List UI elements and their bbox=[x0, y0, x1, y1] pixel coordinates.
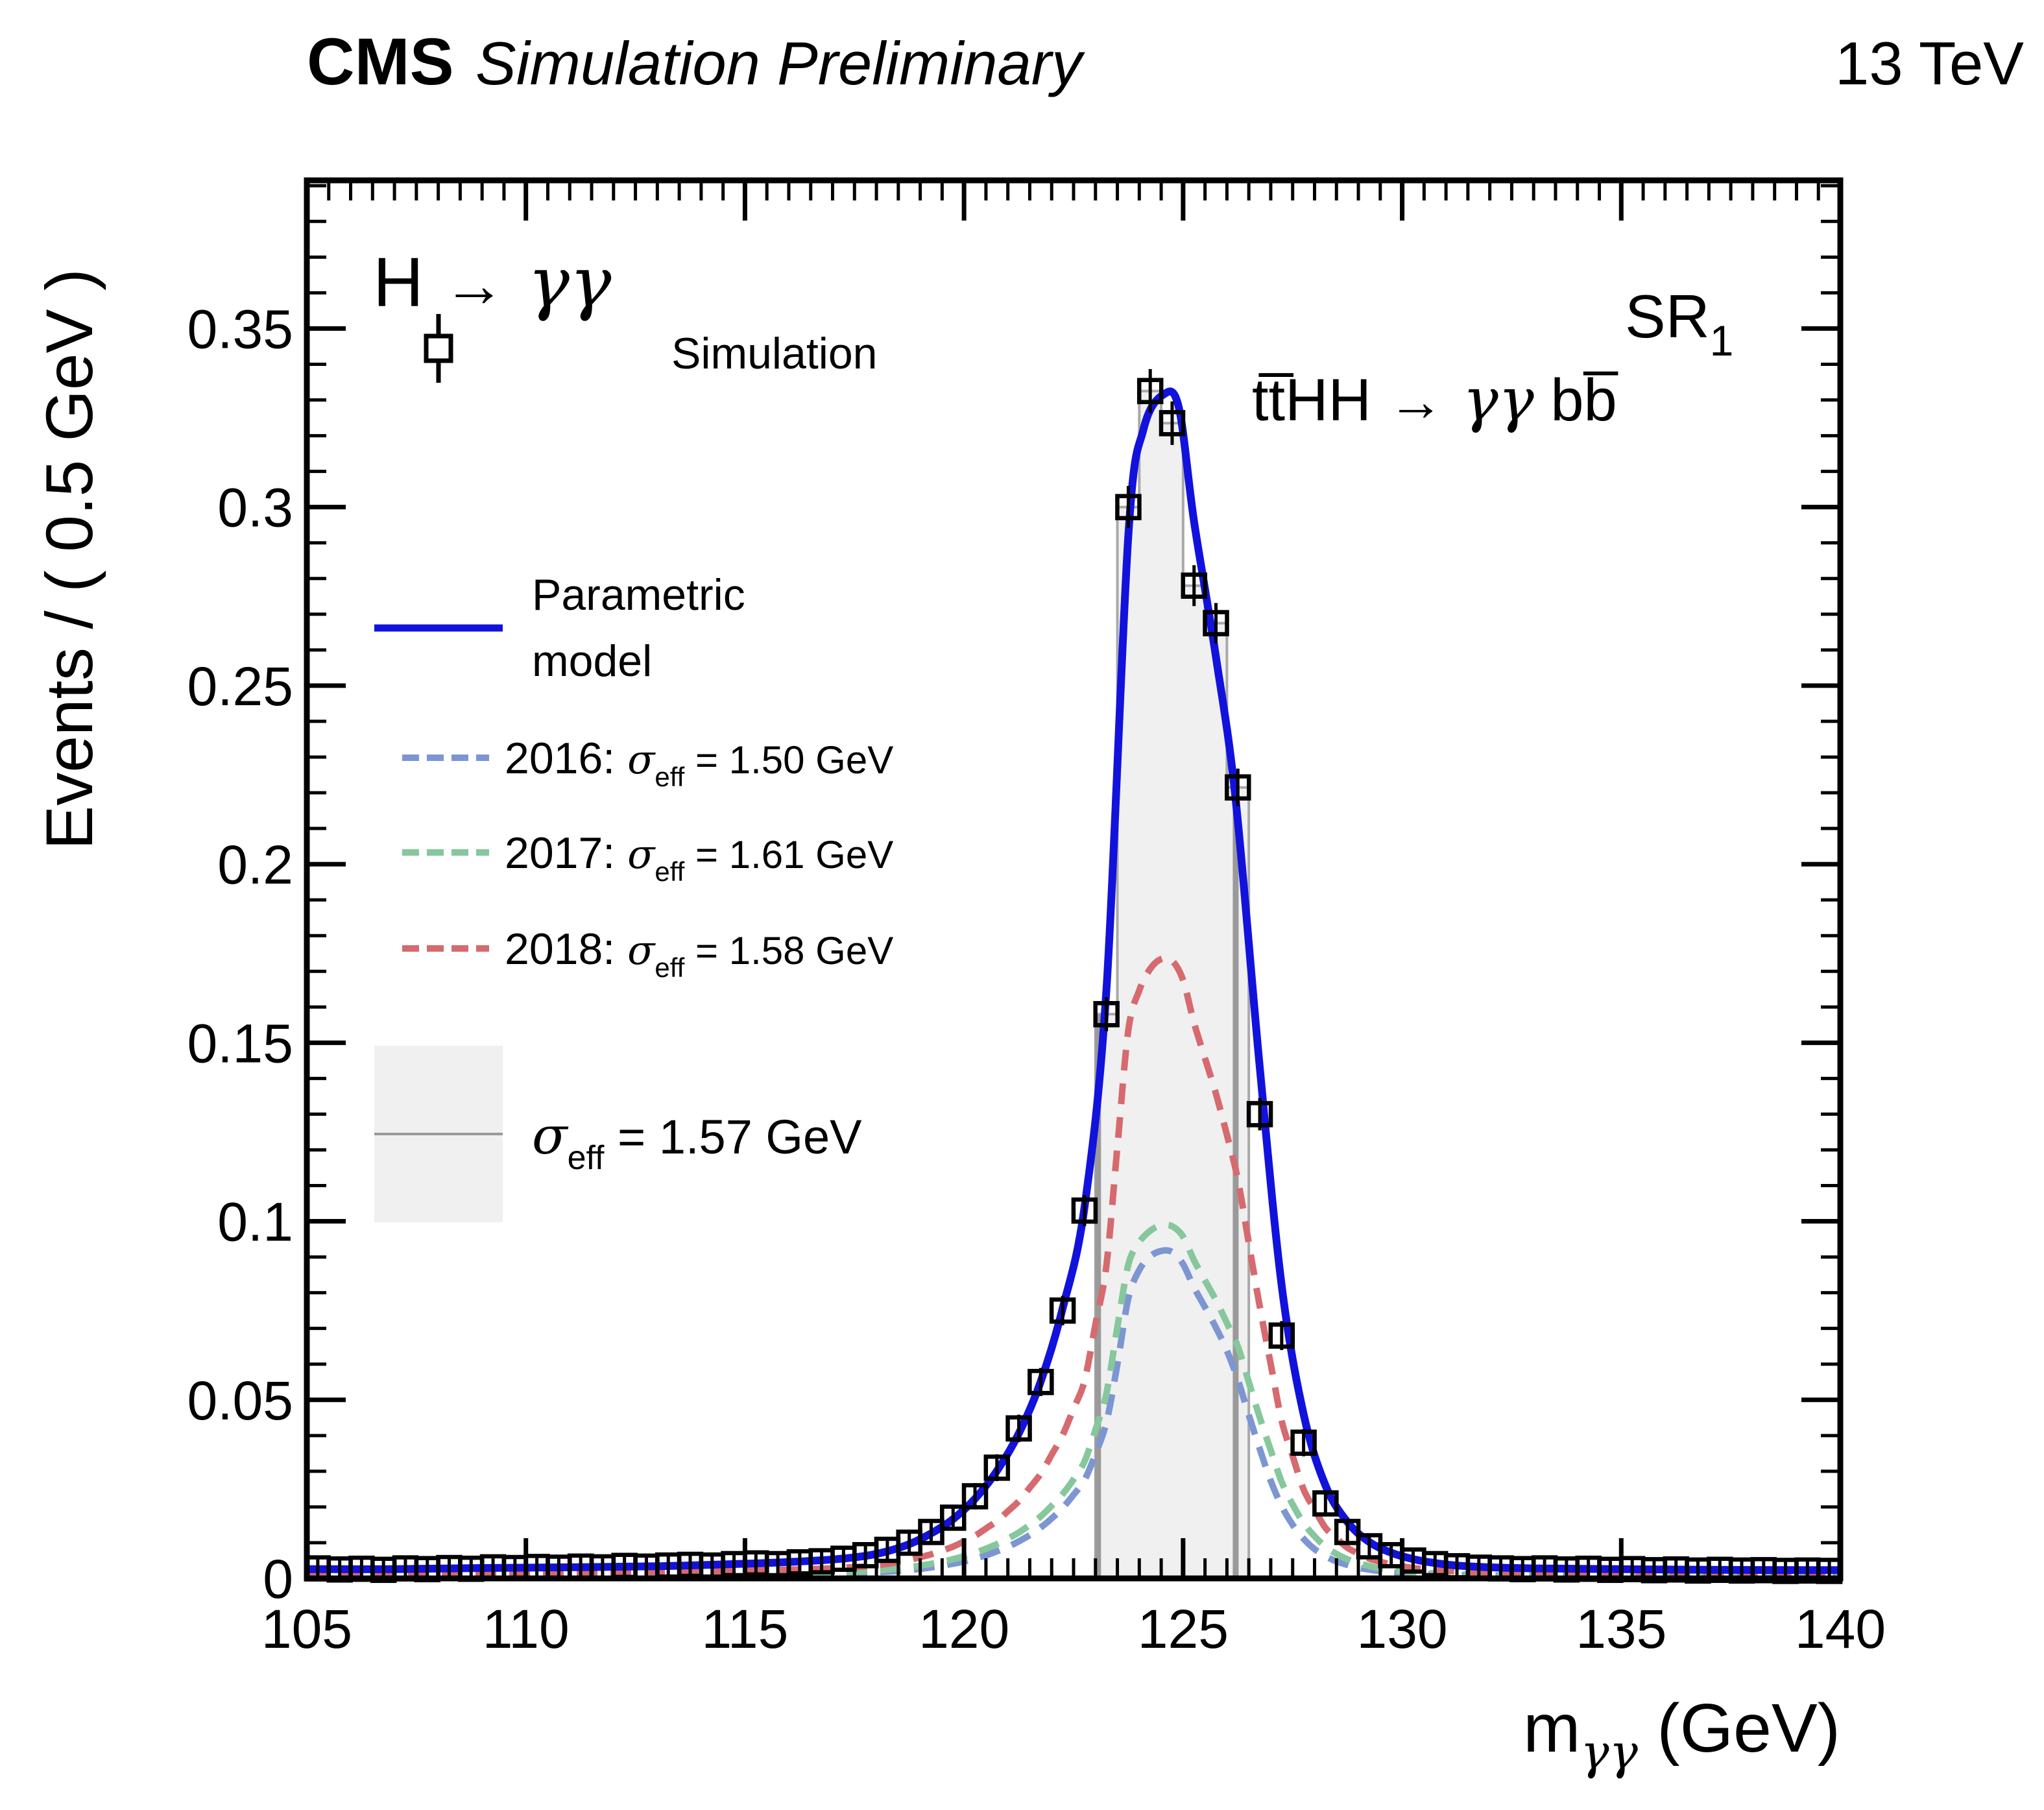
legend-parametric-line2: model bbox=[532, 636, 652, 686]
x-title-m: m bbox=[1523, 1690, 1580, 1767]
process-h: H bbox=[373, 243, 443, 321]
y-tick-labels: 0 0.05 0.1 0.15 0.2 0.25 0.3 0.35 bbox=[187, 298, 294, 1610]
data-point-marker bbox=[1028, 1369, 1054, 1395]
sigma-symbol: σ bbox=[627, 736, 656, 783]
data-point-marker bbox=[918, 1519, 944, 1545]
data-point-marker bbox=[1071, 1197, 1098, 1224]
sigma-subscript: eff bbox=[655, 952, 684, 983]
x-tick-labels: 105 110 115 120 125 130 135 140 bbox=[261, 1599, 1886, 1659]
data-point-marker bbox=[1203, 610, 1229, 636]
x-tick-label: 115 bbox=[701, 1599, 788, 1659]
sigma-value: = 1.58 GeV bbox=[684, 929, 893, 972]
data-point-marker bbox=[1049, 1297, 1076, 1324]
channel-tthh: tt̅HH bbox=[1252, 367, 1388, 433]
legend-simulation: Simulation bbox=[424, 314, 878, 383]
sigma-subscript: eff bbox=[655, 856, 684, 887]
plot-frame bbox=[304, 177, 1844, 1582]
chart-layer: 105 110 115 120 125 130 135 14000.050.10.150.20… bbox=[187, 180, 1886, 1659]
data-point-marker bbox=[1225, 774, 1251, 801]
data-point-marker bbox=[1136, 378, 1164, 405]
process-label: H → γγ bbox=[373, 242, 612, 323]
channel-bb: bb̅ bbox=[1534, 367, 1618, 433]
data-point-marker bbox=[1181, 572, 1207, 599]
legend-band-label: σeff = 1.57 GeV bbox=[532, 1105, 862, 1177]
x-tick-label: 105 bbox=[261, 1599, 352, 1659]
sigma-value: = 1.57 GeV bbox=[604, 1110, 862, 1164]
data-point-marker bbox=[1268, 1322, 1295, 1349]
y-tick-label: 0.1 bbox=[217, 1192, 293, 1253]
data-point-marker bbox=[1246, 1101, 1273, 1128]
sigma-symbol: σ bbox=[627, 926, 656, 974]
year-label: 2017: bbox=[505, 828, 627, 878]
x-title-gammagamma: γγ bbox=[1580, 1724, 1638, 1780]
year-label: 2018: bbox=[505, 924, 627, 974]
x-axis-title: mγγ (GeV) bbox=[1523, 1690, 1840, 1780]
x-tick-label: 110 bbox=[483, 1599, 570, 1659]
x-tick-label: 120 bbox=[919, 1599, 1009, 1659]
channel-label: tt̅HH → γγ bb̅ bbox=[1252, 365, 1618, 435]
sigma-value: = 1.61 GeV bbox=[684, 833, 893, 876]
header-subtitle: Simulation Preliminary bbox=[475, 29, 1085, 97]
x-tick-label: 130 bbox=[1356, 1599, 1447, 1659]
legend-band: σeff = 1.57 GeV bbox=[374, 1046, 862, 1222]
data-point-marker bbox=[1115, 494, 1142, 520]
y-tick-label: 0.3 bbox=[217, 477, 293, 538]
legend-2017-label: 2017: σeff = 1.61 GeV bbox=[505, 828, 893, 887]
x-tick-label: 135 bbox=[1576, 1599, 1666, 1659]
legend-simulation-label: Simulation bbox=[671, 329, 878, 378]
energy-label: 13 TeV bbox=[1835, 29, 2024, 97]
x-tick-label: 125 bbox=[1138, 1599, 1229, 1659]
sigma-value: = 1.50 GeV bbox=[684, 738, 893, 782]
sigma-subscript: eff bbox=[568, 1139, 605, 1177]
experiment-label: CMS bbox=[307, 25, 454, 99]
header: CMS Simulation Preliminary 13 TeV bbox=[307, 25, 2024, 99]
open-square-marker-icon bbox=[424, 333, 453, 363]
x-tick-label: 140 bbox=[1795, 1599, 1886, 1659]
axis-ticks bbox=[304, 180, 1843, 1581]
y-tick-label: 0 bbox=[263, 1549, 293, 1610]
arrow-icon: → bbox=[443, 250, 505, 320]
year-label: 2016: bbox=[505, 734, 627, 783]
y-tick-label: 0.05 bbox=[187, 1370, 294, 1431]
y-tick-label: 0.2 bbox=[217, 834, 293, 895]
legend-2016-label: 2016: σeff = 1.50 GeV bbox=[505, 734, 893, 792]
data-point-marker bbox=[1005, 1415, 1032, 1442]
legend-year-2016: 2016: σeff = 1.50 GeV bbox=[402, 734, 893, 792]
x-title-unit: (GeV) bbox=[1638, 1690, 1840, 1767]
sigma-subscript: eff bbox=[655, 762, 684, 792]
sigma-symbol: σ bbox=[532, 1105, 569, 1166]
legend-2018-label: 2018: σeff = 1.58 GeV bbox=[505, 924, 893, 983]
y-tick-label: 0.35 bbox=[187, 298, 294, 359]
signal-region-label: SR1 bbox=[1625, 282, 1733, 365]
data-point-marker bbox=[1334, 1519, 1361, 1545]
legend-year-2018: 2018: σeff = 1.58 GeV bbox=[402, 924, 893, 983]
arrow-icon: → bbox=[1388, 370, 1444, 433]
y-tick-label: 0.15 bbox=[187, 1013, 294, 1074]
data-point-marker bbox=[1159, 410, 1186, 437]
legend: Simulation Parametric model 2016: σeff =… bbox=[374, 314, 893, 1222]
legend-parametric-line1: Parametric bbox=[532, 570, 745, 620]
data-point-marker bbox=[1312, 1490, 1339, 1517]
y-tick-label: 0.25 bbox=[187, 656, 294, 717]
sigma-symbol: σ bbox=[627, 830, 656, 878]
process-gammagamma: γγ bbox=[505, 242, 612, 323]
data-point-marker bbox=[940, 1504, 967, 1531]
data-point-marker bbox=[961, 1483, 989, 1510]
data-point-marker bbox=[983, 1454, 1011, 1481]
data-point-marker bbox=[1093, 1001, 1120, 1028]
region-subscript: 1 bbox=[1710, 317, 1734, 365]
region-main: SR bbox=[1625, 282, 1710, 350]
legend-year-2017: 2017: σeff = 1.61 GeV bbox=[402, 828, 893, 887]
data-point-marker bbox=[1290, 1429, 1317, 1456]
y-axis-title: Events / ( 0.5 GeV ) bbox=[32, 269, 106, 850]
legend-parametric: Parametric model bbox=[374, 570, 745, 686]
channel-gammagamma: γγ bbox=[1444, 365, 1535, 435]
